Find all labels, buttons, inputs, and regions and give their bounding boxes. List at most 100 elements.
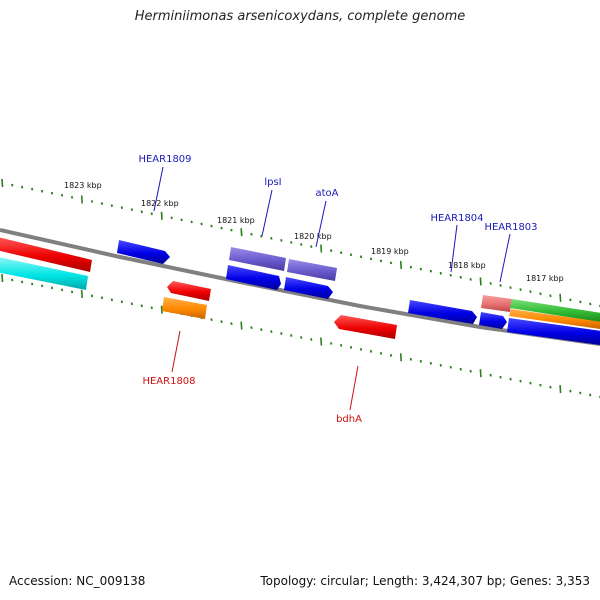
- outer-minor-tick: [349, 253, 353, 257]
- outer-minor-tick: [120, 206, 123, 209]
- inner-minor-tick: [70, 290, 74, 294]
- feature-salmon-right: [481, 295, 512, 312]
- feature-blue-lower-1: [226, 265, 281, 290]
- inner-minor-tick: [359, 348, 363, 351]
- inner-minor-tick: [569, 389, 572, 393]
- outer-major-tick: [559, 293, 562, 302]
- inner-major-tick: [559, 385, 562, 394]
- outer-minor-tick: [280, 239, 283, 242]
- feature-atoa: [287, 259, 337, 281]
- gene-label-bdha: bdhA: [336, 414, 362, 425]
- outer-minor-tick: [439, 271, 442, 275]
- scale-labels: 1823 kbp 1822 kbp 1821 kbp 1820 kbp 1819…: [64, 181, 564, 283]
- outer-minor-tick: [579, 300, 582, 304]
- inner-minor-tick: [419, 359, 422, 363]
- genome-summary-text: Topology: circular; Length: 3,424,307 bp…: [260, 574, 590, 588]
- inner-minor-tick: [499, 375, 502, 379]
- inner-minor-tick: [21, 280, 24, 284]
- inner-major-tick: [479, 369, 482, 378]
- feature-cyan-left: [0, 257, 88, 290]
- gene-label-hear1809: HEAR1809: [138, 154, 191, 165]
- inner-major-tick: [240, 321, 243, 330]
- outer-minor-tick: [290, 241, 293, 244]
- outer-minor-tick: [389, 261, 393, 265]
- inner-major-tick: [80, 289, 83, 298]
- outer-major-tick: [240, 228, 243, 237]
- outer-minor-tick: [419, 267, 422, 271]
- outer-minor-tick: [589, 302, 592, 306]
- outer-minor-tick: [529, 290, 532, 293]
- gene-label-lpsi: lpsI: [264, 177, 281, 188]
- outer-minor-tick: [359, 255, 363, 259]
- outer-minor-tick: [60, 193, 64, 197]
- outer-minor-tick: [260, 234, 263, 238]
- outer-minor-tick: [330, 249, 333, 252]
- outer-minor-tick: [90, 200, 94, 203]
- gene-label-hear1804: HEAR1804: [430, 213, 483, 224]
- inner-minor-tick: [519, 379, 522, 383]
- inner-minor-tick: [230, 322, 233, 325]
- inner-minor-tick: [220, 320, 223, 323]
- outer-major-tick: [1, 178, 4, 188]
- scale-label-1819: 1819 kbp: [371, 247, 409, 256]
- inner-minor-tick: [140, 304, 143, 308]
- outer-major-tick: [399, 260, 402, 270]
- feature-hear1803: [479, 312, 507, 329]
- inner-major-tick: [1, 273, 4, 283]
- outer-minor-tick: [210, 224, 213, 228]
- inner-minor-tick: [120, 300, 123, 304]
- outer-minor-tick: [509, 286, 512, 289]
- accession-text: Accession: NC_009138: [9, 574, 146, 588]
- outer-major-tick: [80, 195, 83, 204]
- leader-atoa: [315, 200, 327, 248]
- inner-major-tick: [320, 337, 323, 346]
- inner-minor-tick: [330, 342, 333, 345]
- outer-minor-tick: [449, 273, 452, 277]
- scale-label-1820: 1820 kbp: [294, 232, 332, 241]
- inner-minor-tick: [549, 385, 552, 389]
- inner-minor-tick: [310, 338, 313, 341]
- genome-backbone: [0, 228, 600, 346]
- feature-hear1804: [408, 300, 477, 324]
- gene-label-atoa: atoA: [315, 188, 338, 199]
- outer-tick-row: [1, 178, 600, 308]
- inner-major-tick: [160, 305, 163, 314]
- inner-minor-tick: [489, 373, 492, 377]
- map-title: Herminiimonas arsenicoxydans, complete g…: [134, 9, 466, 24]
- inner-minor-tick: [439, 363, 442, 367]
- inner-minor-tick: [150, 306, 153, 310]
- outer-minor-tick: [409, 265, 412, 269]
- feature-green-right: [510, 299, 600, 322]
- inner-minor-tick: [589, 393, 592, 397]
- inner-minor-tick: [539, 383, 542, 387]
- inner-minor-tick: [31, 282, 34, 286]
- outer-major-tick: [320, 244, 323, 253]
- outer-minor-tick: [220, 226, 223, 230]
- outer-minor-tick: [300, 243, 303, 246]
- scale-label-1823: 1823 kbp: [64, 181, 102, 190]
- scale-label-1817: 1817 kbp: [526, 274, 564, 283]
- outer-minor-tick: [100, 202, 104, 205]
- leader-hear1808: [171, 330, 181, 373]
- outer-minor-tick: [379, 259, 383, 263]
- inner-minor-tick: [130, 302, 133, 306]
- forward-features: [0, 237, 600, 322]
- leader-hear1803: [499, 233, 511, 283]
- inner-minor-tick: [110, 298, 113, 302]
- inner-minor-tick: [41, 284, 44, 288]
- inner-minor-tick: [90, 294, 94, 298]
- outer-minor-tick: [230, 228, 233, 232]
- inner-minor-tick: [349, 346, 353, 349]
- feature-orange-right: [509, 309, 600, 329]
- inner-minor-tick: [340, 344, 343, 347]
- inner-minor-tick: [509, 377, 512, 381]
- inner-minor-tick: [290, 334, 293, 337]
- inner-minor-tick: [60, 288, 64, 292]
- outer-minor-tick: [519, 288, 522, 291]
- outer-minor-tick: [369, 257, 373, 261]
- inner-minor-tick: [260, 328, 263, 331]
- inner-minor-tick: [529, 381, 532, 385]
- inner-minor-tick: [369, 350, 373, 353]
- outer-minor-tick: [31, 187, 34, 191]
